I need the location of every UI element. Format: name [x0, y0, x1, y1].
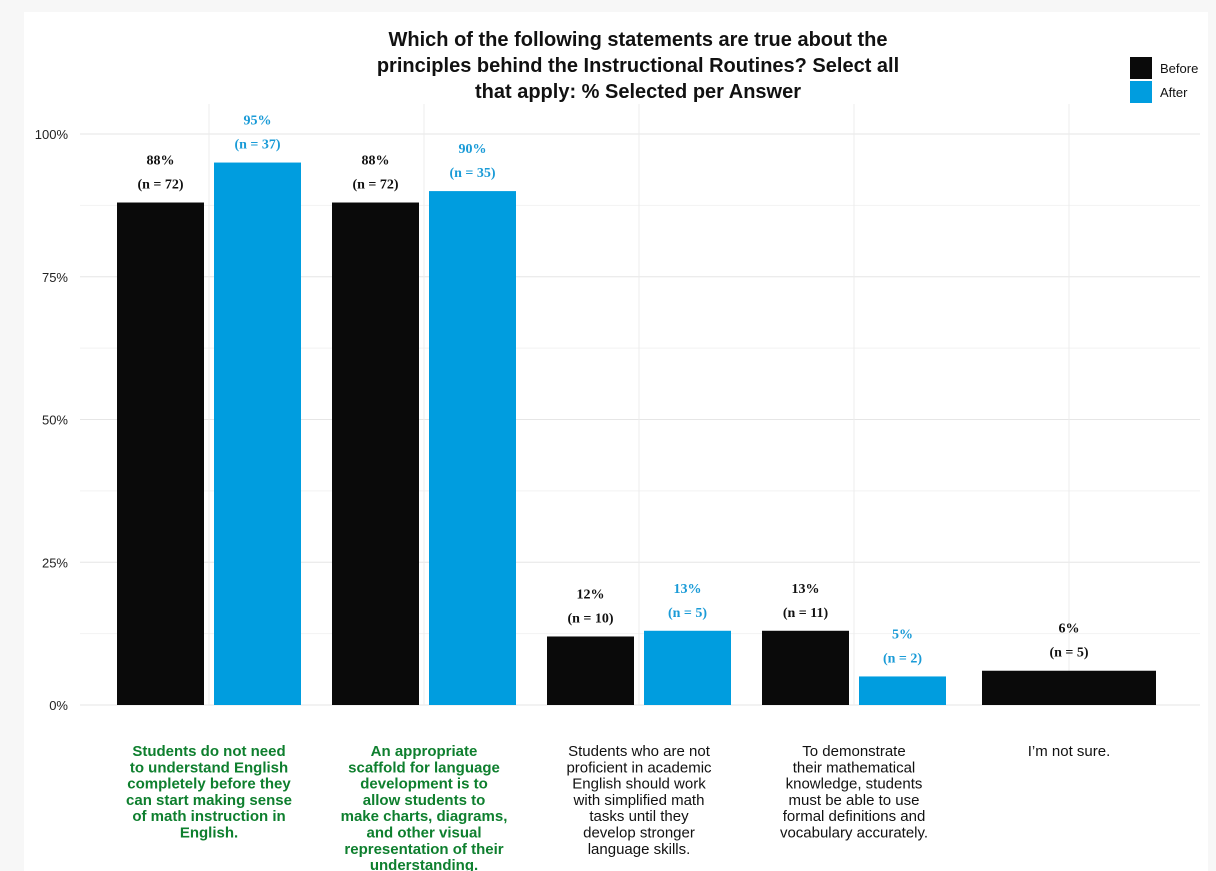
- x-category-label-line: development is to: [360, 776, 488, 793]
- n-label-after: (n = 35): [449, 166, 495, 181]
- n-label-before: (n = 10): [567, 611, 613, 626]
- x-category-label-line: To demonstrate: [802, 743, 905, 760]
- bar-before: [762, 630, 849, 705]
- n-label-before: (n = 5): [1049, 646, 1088, 661]
- x-category-label-line: An appropriate: [371, 743, 478, 760]
- data-label-after: 90%: [459, 142, 487, 157]
- x-category-label-line: develop stronger: [583, 825, 695, 842]
- x-category-label-line: representation of their: [344, 841, 503, 858]
- bar-before: [332, 202, 419, 705]
- bar-chart: 0% 25% 50% 75% 100% 88% (n = 72) 95% (n = 37) Stu…: [35, 29, 1200, 871]
- chart-title-line: principles behind the Instructional Rout…: [377, 55, 899, 77]
- x-category-label-line: vocabulary accurately.: [780, 825, 928, 842]
- bar-after: [214, 162, 301, 706]
- y-tick-label: 75%: [42, 270, 68, 285]
- x-category-label-line: tasks until they: [589, 808, 689, 825]
- data-label-after: 5%: [892, 627, 913, 642]
- bar-after: [859, 676, 946, 705]
- bar-after: [644, 630, 731, 705]
- bar-before: [547, 636, 634, 705]
- data-label-after: 13%: [674, 582, 702, 597]
- y-tick-label: 50%: [42, 413, 68, 428]
- chart-title-line: that apply: % Selected per Answer: [475, 81, 801, 103]
- x-category-label-line: language skills.: [588, 841, 691, 858]
- x-category-label-line: completely before they: [127, 776, 291, 793]
- n-label-after: (n = 37): [234, 138, 280, 153]
- bar-before: [117, 202, 204, 705]
- x-category-label-line: their mathematical: [793, 759, 916, 776]
- legend-label-after: After: [1160, 85, 1188, 100]
- x-category-label-line: Students who are not: [568, 743, 711, 760]
- y-tick-label: 25%: [42, 555, 68, 570]
- x-category-label-line: understanding.: [370, 857, 478, 871]
- n-label-before: (n = 72): [137, 178, 183, 193]
- legend-swatch-after: [1130, 81, 1152, 103]
- n-label-after: (n = 2): [883, 651, 922, 666]
- x-category-label-line: English.: [180, 825, 238, 842]
- x-category-label-line: to understand English: [130, 759, 288, 776]
- data-label-after: 95%: [244, 114, 272, 129]
- x-category-label-line: scaffold for language: [348, 759, 500, 776]
- x-category-label-line: I’m not sure.: [1028, 743, 1111, 760]
- x-category-label-line: make charts, diagrams,: [341, 808, 508, 825]
- x-category-label-line: can start making sense: [126, 792, 292, 809]
- data-label-before: 6%: [1059, 622, 1080, 637]
- legend-swatch-before: [1130, 57, 1152, 79]
- x-category-label-line: must be able to use: [789, 792, 920, 809]
- chart-title-line: Which of the following statements are tr…: [389, 29, 888, 51]
- n-label-after: (n = 5): [668, 606, 707, 621]
- bar-after: [429, 191, 516, 706]
- x-category-label-line: of math instruction in: [132, 808, 285, 825]
- data-label-before: 88%: [147, 154, 175, 169]
- x-category-label-line: with simplified math: [573, 792, 705, 809]
- x-category-label-line: formal definitions and: [783, 808, 926, 825]
- data-label-before: 13%: [792, 582, 820, 597]
- n-label-before: (n = 72): [352, 178, 398, 193]
- x-category-label-line: and other visual: [366, 825, 481, 842]
- x-category-label-line: English should work: [572, 776, 706, 793]
- bar-before: [982, 670, 1156, 705]
- n-label-before: (n = 11): [783, 606, 829, 621]
- x-category-label-line: proficient in academic: [566, 759, 712, 776]
- data-label-before: 12%: [577, 587, 605, 602]
- x-category-label-line: Students do not need: [132, 743, 285, 760]
- chart-frame: 0% 25% 50% 75% 100% 88% (n = 72) 95% (n = 37) Stu…: [24, 12, 1208, 871]
- x-category-label-line: knowledge, students: [786, 776, 923, 793]
- x-category-label-line: allow students to: [363, 792, 486, 809]
- legend-label-before: Before: [1160, 61, 1198, 76]
- y-tick-label: 100%: [35, 127, 69, 142]
- y-tick-label: 0%: [49, 698, 68, 713]
- data-label-before: 88%: [362, 154, 390, 169]
